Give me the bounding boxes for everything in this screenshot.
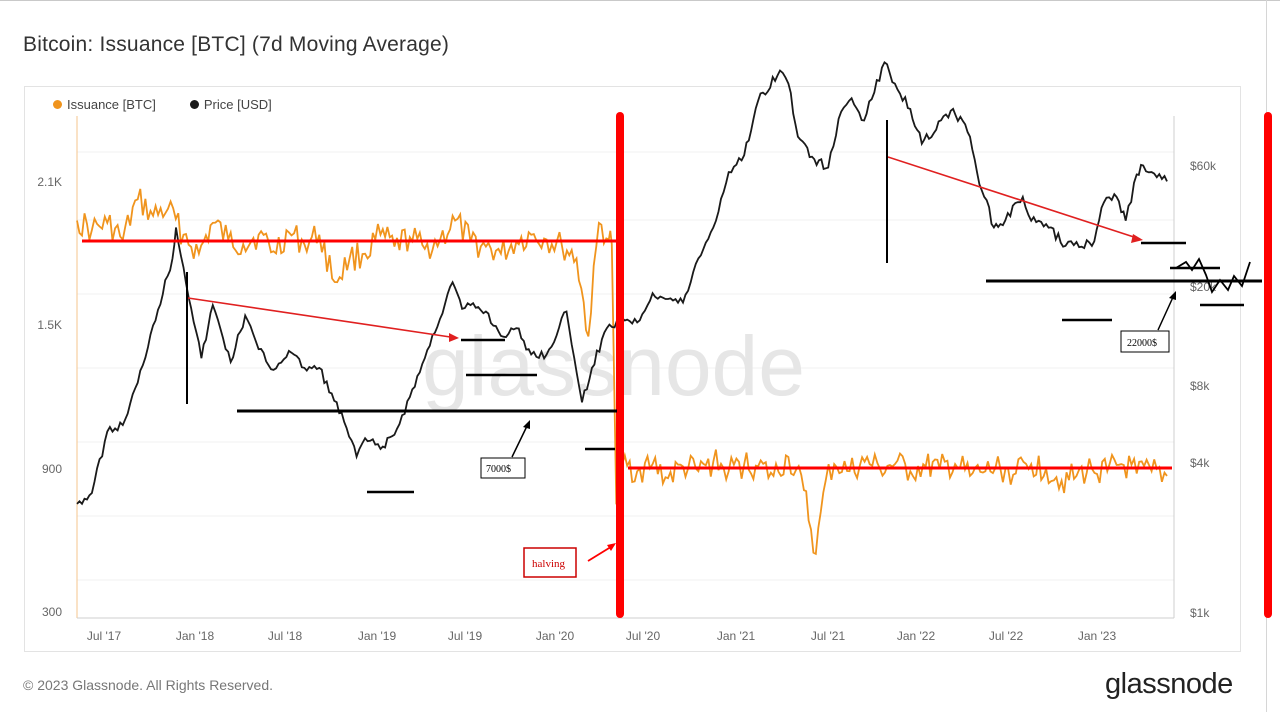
- x-tick-label: Jan '20: [536, 629, 575, 643]
- arrow-22000-head: [1169, 291, 1176, 300]
- y-left-tick-label: 900: [42, 462, 62, 476]
- label-7000: 7000$: [486, 464, 511, 475]
- divergence-arrow-2022: [887, 156, 1141, 240]
- label-22000: 22000$: [1127, 338, 1157, 349]
- arrow-7000-head: [523, 420, 530, 429]
- legend-item-issuance[interactable]: Issuance [BTC]: [53, 97, 156, 112]
- page-title: Bitcoin: Issuance [BTC] (7d Moving Avera…: [23, 33, 450, 56]
- x-tick-label: Jan '21: [717, 629, 756, 643]
- label-box-7000: [480, 457, 526, 479]
- issuance-legend-dot: [53, 100, 62, 109]
- copyright-footer: © 2023 Glassnode. All Rights Reserved.: [23, 677, 274, 693]
- price-series-line: [76, 61, 1168, 506]
- divergence-arrow-2018-head: [449, 333, 459, 342]
- y-right-ticks: $60k $20k $8k $4k $1k: [1190, 159, 1217, 620]
- y-right-tick-label: $60k: [1190, 159, 1217, 173]
- x-tick-label: Jan '19: [358, 629, 397, 643]
- x-tick-label: Jul '22: [989, 629, 1024, 643]
- y-right-tick-label: $8k: [1190, 379, 1210, 393]
- arrow-22000: [1157, 294, 1175, 331]
- y-right-tick-label: $1k: [1190, 606, 1210, 620]
- label-box-22000: [1120, 330, 1170, 353]
- x-tick-label: Jul '21: [811, 629, 846, 643]
- halving-label: halving: [532, 558, 565, 570]
- divergence-arrow-2022-head: [1131, 234, 1143, 243]
- halving-arrow-head: [607, 543, 616, 551]
- y-left-ticks: 2.1K 1.5K 900 300: [37, 175, 62, 619]
- x-tick-label: Jul '20: [626, 629, 661, 643]
- x-tick-label: Jan '18: [176, 629, 215, 643]
- chart-panel: [24, 86, 1241, 652]
- x-tick-label: Jan '23: [1078, 629, 1117, 643]
- x-tick-label: Jan '22: [897, 629, 936, 643]
- legend-label-issuance: Issuance [BTC]: [67, 97, 156, 112]
- halving-label-box: [523, 547, 577, 578]
- brand-logo: glassnode: [1105, 668, 1233, 700]
- y-left-tick-label: 2.1K: [37, 175, 62, 189]
- x-ticks: Jul '17 Jan '18 Jul '18 Jan '19 Jul '19 Jan '…: [87, 629, 1117, 643]
- y-left-tick-label: 1.5K: [37, 318, 62, 332]
- y-right-tick-label: $20k: [1190, 280, 1217, 294]
- arrow-7000: [511, 423, 529, 458]
- annotations-layer: halving 7000$ 22000$: [82, 112, 1272, 618]
- divergence-arrow-2018: [187, 297, 458, 339]
- x-tick-label: Jul '18: [268, 629, 303, 643]
- projected-price-path: [1175, 257, 1251, 294]
- y-right-tick-label: $4k: [1190, 456, 1210, 470]
- chart-legend: Issuance [BTC] Price [USD]: [53, 97, 272, 112]
- legend-item-price[interactable]: Price [USD]: [189, 97, 272, 112]
- x-tick-label: Jul '17: [87, 629, 122, 643]
- legend-label-price: Price [USD]: [203, 97, 272, 112]
- y-left-tick-label: 300: [42, 605, 62, 619]
- top-border: [0, 0, 1280, 1]
- x-tick-label: Jul '19: [448, 629, 483, 643]
- price-legend-dot: [189, 100, 199, 109]
